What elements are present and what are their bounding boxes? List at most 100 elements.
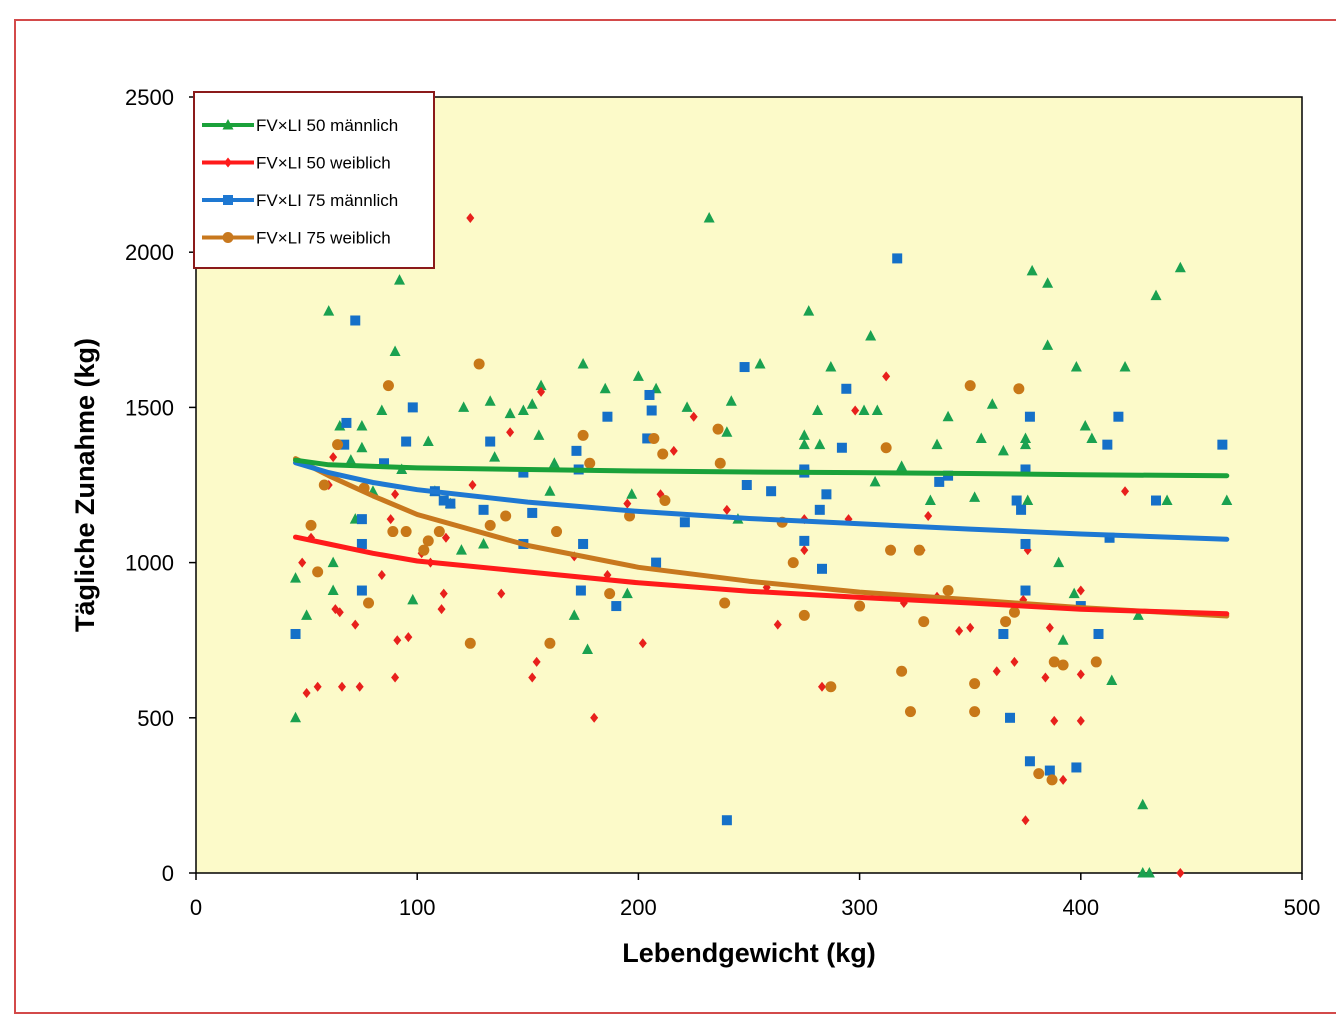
data-point — [438, 495, 449, 506]
data-point — [1106, 674, 1118, 686]
data-point — [478, 537, 490, 549]
data-point — [773, 619, 782, 630]
legend-label: FV×LI 50 männlich — [256, 116, 398, 135]
data-point — [422, 535, 434, 547]
data-point — [407, 593, 419, 605]
data-point — [646, 405, 657, 416]
data-point — [1076, 585, 1085, 596]
data-point — [904, 706, 916, 718]
y-tick-label: 1000 — [125, 551, 174, 576]
legend-entry: FV×LI 75 männlich — [202, 191, 398, 210]
data-point — [356, 514, 367, 525]
data-point — [290, 572, 302, 583]
data-point — [798, 609, 810, 621]
data-point — [1024, 411, 1035, 422]
data-point — [382, 380, 394, 392]
legend-marker — [224, 157, 232, 168]
data-point — [341, 417, 352, 428]
axes: 0 100 200 300 400 500 0 500 1000 1500 2000 2500 — [125, 85, 1320, 920]
data-point — [1005, 712, 1016, 723]
data-point — [305, 519, 317, 531]
data-point — [623, 498, 632, 509]
data-point — [339, 439, 350, 450]
data-point — [437, 604, 446, 615]
data-point — [880, 442, 892, 454]
y-tick-label: 2500 — [125, 85, 174, 110]
data-point — [422, 435, 434, 447]
data-point — [851, 405, 860, 416]
y-axis-title: Tägliche Zunahme (kg) — [70, 338, 100, 632]
data-point — [527, 507, 538, 518]
data-point — [484, 519, 496, 531]
data-point — [657, 448, 669, 460]
data-point — [642, 433, 653, 444]
data-point — [604, 588, 616, 600]
data-point — [896, 460, 908, 471]
data-point — [1020, 464, 1031, 475]
data-point — [577, 357, 589, 369]
data-point — [571, 445, 582, 456]
data-point — [722, 504, 731, 515]
data-point — [955, 625, 964, 636]
data-point — [318, 479, 330, 491]
data-point — [537, 386, 546, 397]
data-point — [532, 656, 541, 667]
data-point — [754, 357, 766, 369]
data-point — [1008, 606, 1020, 618]
data-point — [506, 427, 515, 438]
data-point — [821, 489, 832, 500]
data-point — [1045, 622, 1054, 633]
data-point — [351, 619, 360, 630]
data-point — [1121, 486, 1130, 497]
data-point — [865, 330, 877, 341]
data-point — [626, 488, 638, 499]
data-point — [913, 544, 925, 556]
data-point — [466, 213, 475, 224]
legend-marker — [223, 195, 233, 205]
data-point — [1090, 656, 1102, 668]
data-point — [599, 382, 611, 394]
data-point — [1011, 495, 1022, 506]
data-point — [327, 584, 339, 596]
data-point — [679, 517, 690, 528]
data-point — [1102, 439, 1113, 450]
data-points — [290, 212, 1233, 878]
data-point — [1026, 264, 1038, 276]
data-point — [1119, 361, 1131, 372]
data-point — [1068, 587, 1080, 599]
data-point — [703, 212, 715, 223]
data-point — [568, 609, 580, 620]
x-axis-title: Lebendgewicht (kg) — [622, 938, 876, 968]
data-point — [798, 429, 810, 440]
data-point — [602, 411, 613, 422]
data-point — [1221, 494, 1233, 506]
data-point — [648, 432, 660, 444]
data-point — [931, 438, 943, 450]
data-point — [1059, 774, 1068, 785]
trend-line — [293, 534, 1230, 617]
data-point — [799, 464, 810, 475]
data-point — [1143, 867, 1155, 878]
data-point — [1104, 532, 1115, 543]
series-0-points — [290, 212, 1233, 878]
data-point — [934, 476, 945, 487]
data-point — [302, 687, 311, 698]
data-point — [1079, 420, 1091, 431]
data-point — [345, 454, 357, 465]
data-point — [816, 563, 827, 574]
data-point — [1050, 715, 1059, 726]
data-point — [497, 588, 506, 599]
data-point — [464, 637, 476, 649]
data-point — [1070, 361, 1082, 372]
data-point — [1042, 339, 1054, 350]
data-point — [1010, 656, 1019, 667]
data-point — [578, 538, 589, 549]
data-point — [1020, 438, 1031, 450]
data-point — [814, 504, 825, 515]
data-point — [825, 361, 837, 372]
legend-marker — [222, 232, 234, 243]
data-point — [544, 485, 556, 496]
data-point — [377, 570, 386, 581]
data-point — [1174, 261, 1186, 273]
